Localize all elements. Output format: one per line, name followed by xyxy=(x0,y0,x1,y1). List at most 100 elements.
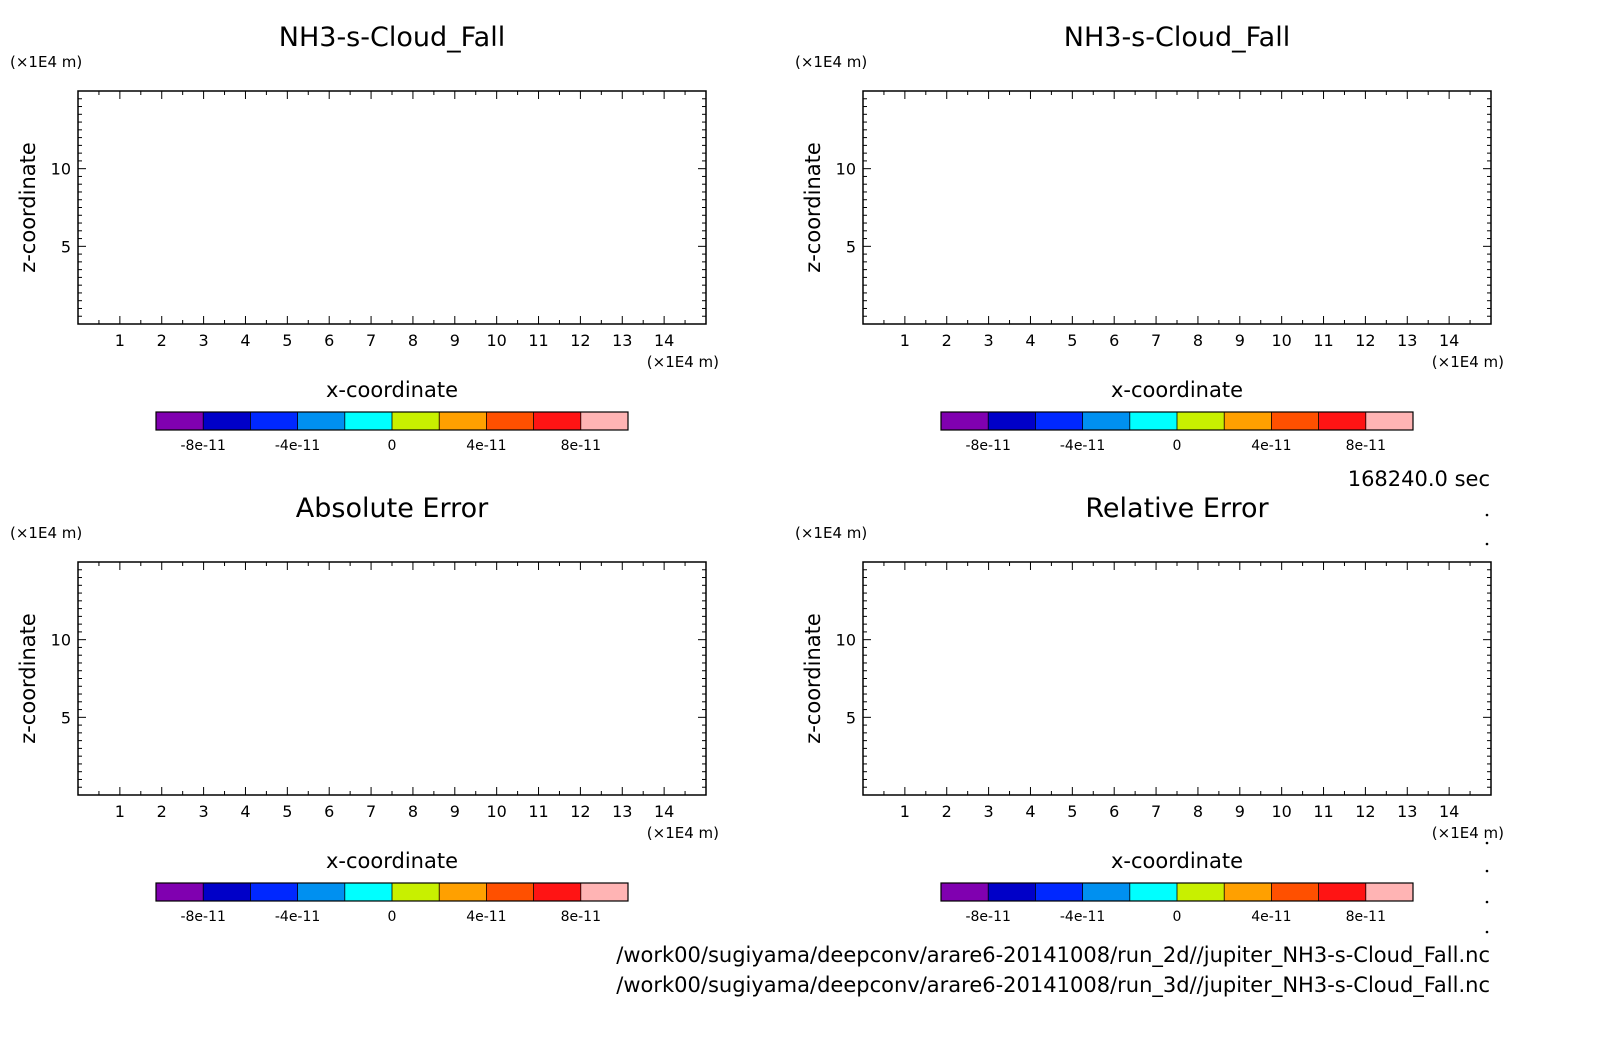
colorbar-swatch xyxy=(941,883,989,901)
x-tick-label: 3 xyxy=(199,802,209,821)
x-tick-label: 5 xyxy=(282,802,292,821)
x-tick-label: 1 xyxy=(115,331,125,350)
colorbar-swatch xyxy=(486,412,534,430)
x-tick-label: 14 xyxy=(654,331,674,350)
x-tick-label: 14 xyxy=(1439,331,1459,350)
y-tick-label: 10 xyxy=(836,160,856,179)
x-tick-label: 6 xyxy=(324,331,334,350)
colorbar-tick-label: -4e-11 xyxy=(1060,909,1105,925)
x-unit-label: (×1E4 m) xyxy=(647,824,719,842)
colorbar-tick-label: -8e-11 xyxy=(180,909,225,925)
colorbar-tick-label: -4e-11 xyxy=(1060,438,1105,454)
colorbar-swatch xyxy=(1271,883,1319,901)
colorbar-swatch xyxy=(203,883,251,901)
colorbar-tick-label: 8e-11 xyxy=(1346,438,1386,454)
x-tick-label: 10 xyxy=(1271,802,1291,821)
x-tick-label: 11 xyxy=(1313,802,1333,821)
x-tick-label: 12 xyxy=(570,802,590,821)
plot-frame xyxy=(862,561,1492,796)
colorbar-swatch xyxy=(297,412,346,430)
x-tick-label: 2 xyxy=(157,331,167,350)
x-tick-label: 11 xyxy=(1313,331,1333,350)
colorbar-swatch xyxy=(392,412,440,430)
x-tick-label: 5 xyxy=(282,331,292,350)
colorbar-swatch xyxy=(250,412,298,430)
y-tick-label: 5 xyxy=(61,237,71,256)
x-tick-label: 9 xyxy=(450,331,460,350)
panel-title: Absolute Error xyxy=(296,493,489,524)
colorbar-tick-label: 0 xyxy=(388,438,397,454)
colorbar-swatch xyxy=(1224,412,1272,430)
colorbar-swatch xyxy=(486,883,534,901)
colorbar-tick-label: 0 xyxy=(1173,909,1182,925)
x-tick-label: 8 xyxy=(1193,331,1203,350)
x-tick-label: 1 xyxy=(900,802,910,821)
y-unit-label: (×1E4 m) xyxy=(10,53,82,71)
x-tick-label: 13 xyxy=(1397,802,1417,821)
y-tick-label: 5 xyxy=(846,237,856,256)
colorbar-tick-label: -4e-11 xyxy=(275,909,320,925)
x-unit-label: (×1E4 m) xyxy=(1432,353,1504,371)
colorbar-tick-label: 0 xyxy=(388,909,397,925)
x-unit-label: (×1E4 m) xyxy=(647,353,719,371)
x-tick-label: 7 xyxy=(366,331,376,350)
colorbar-tick-label: 0 xyxy=(1173,438,1182,454)
colorbar-swatch xyxy=(533,412,582,430)
x-tick-label: 14 xyxy=(1439,802,1459,821)
colorbar-swatch xyxy=(1129,412,1178,430)
y-unit-label: (×1E4 m) xyxy=(10,524,82,542)
x-tick-label: 8 xyxy=(408,331,418,350)
plot-frame xyxy=(77,561,707,796)
colorbar-tick-label: 4e-11 xyxy=(466,909,506,925)
colorbar-tick-label: -4e-11 xyxy=(275,438,320,454)
x-tick-label: 5 xyxy=(1067,802,1077,821)
colorbar-swatch xyxy=(580,412,629,430)
colorbar-swatch xyxy=(941,412,989,430)
colorbar-swatch xyxy=(1082,883,1131,901)
colorbar-swatch xyxy=(1271,412,1319,430)
colorbar-tick-label: 8e-11 xyxy=(561,438,601,454)
colorbar-swatch xyxy=(156,883,204,901)
panel-title: Relative Error xyxy=(1085,493,1269,524)
y-axis-label: z-coordinate xyxy=(16,613,40,744)
colorbar-swatch xyxy=(392,883,440,901)
x-tick-label: 3 xyxy=(984,802,994,821)
y-tick-label: 5 xyxy=(846,708,856,727)
colorbar-tick-label: -8e-11 xyxy=(965,438,1010,454)
colorbar-swatch xyxy=(297,883,346,901)
x-tick-label: 9 xyxy=(1235,802,1245,821)
x-tick-label: 4 xyxy=(1025,331,1035,350)
x-tick-label: 11 xyxy=(528,802,548,821)
x-tick-label: 13 xyxy=(612,331,632,350)
x-tick-label: 8 xyxy=(408,802,418,821)
y-axis-label: z-coordinate xyxy=(16,142,40,273)
x-tick-label: 11 xyxy=(528,331,548,350)
y-unit-label: (×1E4 m) xyxy=(795,53,867,71)
x-tick-label: 6 xyxy=(1109,802,1119,821)
x-unit-label: (×1E4 m) xyxy=(1432,824,1504,842)
x-tick-label: 12 xyxy=(570,331,590,350)
x-tick-label: 3 xyxy=(984,331,994,350)
colorbar-tick-label: 4e-11 xyxy=(1251,909,1291,925)
colorbar-swatch xyxy=(344,883,393,901)
colorbar-tick-label: 8e-11 xyxy=(561,909,601,925)
colorbar-swatch xyxy=(250,883,298,901)
x-tick-label: 1 xyxy=(900,331,910,350)
file-path-label: /work00/sugiyama/deepconv/arare6-2014100… xyxy=(616,943,1490,968)
y-tick-label: 5 xyxy=(61,708,71,727)
x-tick-label: 2 xyxy=(942,802,952,821)
margin-dot xyxy=(1485,869,1489,873)
x-tick-label: 2 xyxy=(942,331,952,350)
colorbar-swatch xyxy=(580,883,629,901)
x-tick-label: 1 xyxy=(115,802,125,821)
y-tick-label: 10 xyxy=(836,631,856,650)
x-tick-label: 9 xyxy=(1235,331,1245,350)
colorbar-swatch xyxy=(988,883,1036,901)
x-tick-label: 13 xyxy=(1397,331,1417,350)
x-axis-label: x-coordinate xyxy=(326,378,458,402)
colorbar-swatch xyxy=(1318,883,1367,901)
x-tick-label: 14 xyxy=(654,802,674,821)
margin-dot xyxy=(1485,542,1489,546)
x-tick-label: 3 xyxy=(199,331,209,350)
colorbar-tick-label: 4e-11 xyxy=(1251,438,1291,454)
